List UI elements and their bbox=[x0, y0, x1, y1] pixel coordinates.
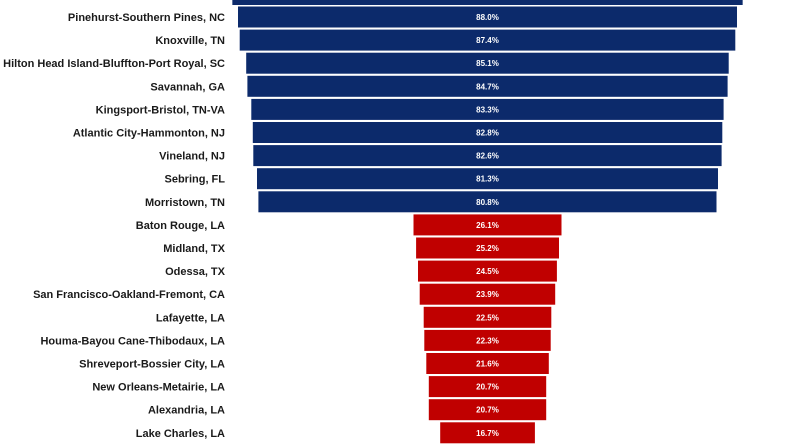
bar bbox=[247, 75, 728, 97]
bar bbox=[251, 98, 724, 120]
bar-cropped-top bbox=[232, 0, 743, 5]
category-label: Lake Charles, LA bbox=[136, 428, 225, 440]
category-label: Baton Rouge, LA bbox=[136, 220, 225, 232]
value-label: 83.3% bbox=[476, 105, 499, 114]
category-label: San Francisco-Oakland-Fremont, CA bbox=[33, 289, 225, 301]
value-label: 20.7% bbox=[476, 383, 499, 392]
value-label: 88.0% bbox=[476, 13, 499, 22]
bar bbox=[428, 376, 547, 398]
category-label: Vineland, NJ bbox=[159, 151, 225, 163]
category-label: Atlantic City-Hammonton, NJ bbox=[73, 128, 225, 140]
category-label: Kingsport-Bristol, TN-VA bbox=[96, 104, 225, 116]
value-label: 22.3% bbox=[476, 336, 499, 345]
category-label: Sebring, FL bbox=[165, 174, 226, 186]
value-label: 87.4% bbox=[476, 36, 499, 45]
bar bbox=[413, 214, 562, 236]
category-label: Morristown, TN bbox=[145, 197, 225, 209]
bar bbox=[419, 283, 556, 305]
bar bbox=[423, 306, 552, 328]
category-label: Pinehurst-Southern Pines, NC bbox=[68, 12, 225, 24]
value-label: 84.7% bbox=[476, 82, 499, 91]
bar bbox=[418, 260, 557, 282]
bar bbox=[253, 145, 722, 167]
category-label: New Orleans-Metairie, LA bbox=[92, 382, 225, 394]
value-label: 82.6% bbox=[476, 152, 499, 161]
value-label: 20.7% bbox=[476, 406, 499, 415]
bar bbox=[246, 52, 729, 74]
category-label: Midland, TX bbox=[163, 243, 225, 255]
bar bbox=[252, 122, 723, 143]
value-label: 23.9% bbox=[476, 290, 499, 299]
value-label: 16.7% bbox=[476, 429, 499, 438]
value-label: 26.1% bbox=[476, 221, 499, 230]
bar bbox=[428, 399, 547, 421]
value-label: 80.8% bbox=[476, 198, 499, 207]
category-label: Odessa, TX bbox=[165, 266, 226, 278]
bar bbox=[258, 191, 717, 213]
value-label: 21.6% bbox=[476, 360, 499, 369]
value-label: 82.8% bbox=[476, 129, 499, 138]
category-label: Lafayette, LA bbox=[156, 312, 225, 324]
category-label: Houma-Bayou Cane-Thibodaux, LA bbox=[40, 335, 225, 347]
value-label: 25.2% bbox=[476, 244, 499, 253]
value-label: 85.1% bbox=[476, 59, 499, 68]
bar bbox=[440, 422, 535, 444]
bar bbox=[238, 6, 737, 28]
category-label: Knoxville, TN bbox=[155, 35, 225, 47]
bar bbox=[426, 353, 549, 374]
category-label: Alexandria, LA bbox=[148, 405, 225, 417]
category-label: Savannah, GA bbox=[150, 81, 225, 93]
bar bbox=[416, 237, 559, 259]
bar bbox=[257, 168, 718, 190]
value-label: 24.5% bbox=[476, 267, 499, 276]
value-label: 81.3% bbox=[476, 175, 499, 184]
value-label: 22.5% bbox=[476, 313, 499, 322]
bar bbox=[239, 29, 736, 51]
category-label: Hilton Head Island-Bluffton-Port Royal, … bbox=[3, 58, 225, 70]
category-label: Shreveport-Bossier City, LA bbox=[79, 359, 225, 371]
bar bbox=[424, 329, 551, 351]
